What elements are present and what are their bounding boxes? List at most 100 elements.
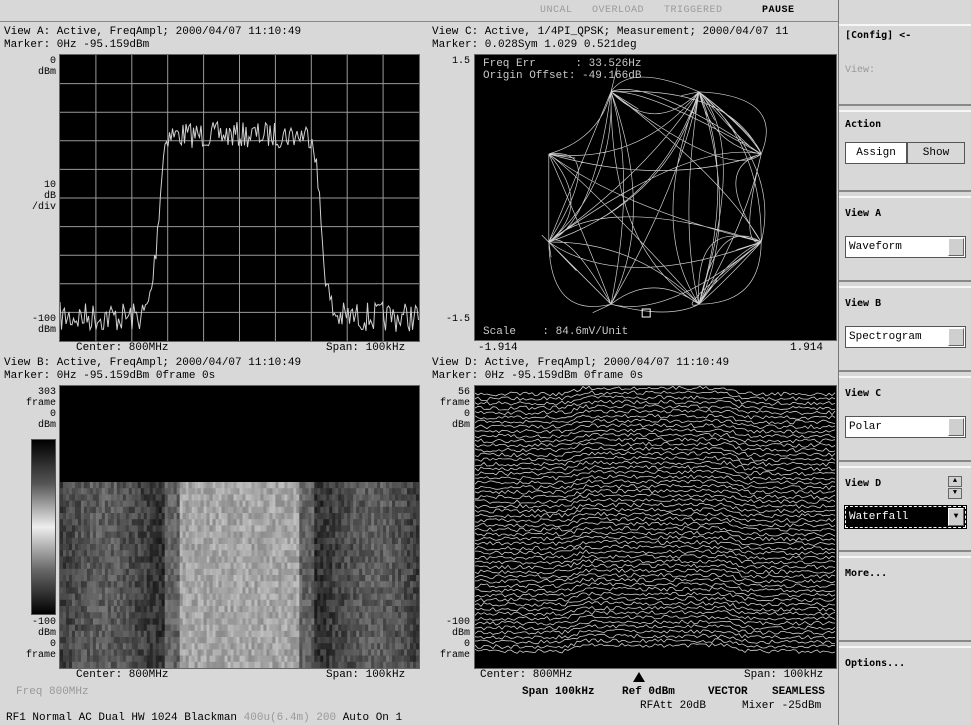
spectrogram-cell [62,562,67,570]
view-d-spin-up-icon[interactable]: ▲ [948,476,962,487]
spectrogram-cell [182,618,186,625]
spectrogram-cell [164,637,169,644]
view-b-spectrogram-plot[interactable] [59,385,420,669]
spectrogram-cell [308,531,312,539]
spectrogram-cell [218,482,222,489]
view-c-select-button[interactable] [948,418,964,436]
spectrogram-cell [368,637,372,644]
view-d-type-select[interactable]: Waterfall ▼ [844,505,967,529]
spectrogram-cell [257,649,261,656]
spectrogram-cell [356,494,360,501]
view-b-type-select[interactable]: Spectrogram [845,326,966,348]
spectrogram-cell [266,587,270,594]
view-d-spin-down-icon[interactable]: ▼ [948,488,962,499]
spectrogram-cell [302,513,306,520]
spectrogram-cell [275,562,279,570]
spectrogram-cell [359,525,363,532]
spectrogram-cell [305,568,309,576]
spectrogram-cell [374,575,378,582]
spectrogram-cell [365,494,369,501]
spectrogram-cell [365,488,369,495]
spectrogram-cell [218,655,222,663]
spectrogram-cell [194,655,198,663]
spectrogram-cell [128,537,133,545]
view-a-ybot: -100 [31,314,56,325]
view-a-type-select[interactable]: Waveform [845,236,966,258]
spectrogram-cell [389,655,393,663]
view-d-frame-bot: 0 [463,639,470,650]
spectrogram-cell [188,506,192,514]
spectrogram-cell [125,494,130,501]
spectrogram-cell [347,544,351,551]
spectrogram-cell [314,519,318,526]
spectrogram-cell [158,637,163,644]
spectrogram-cell [113,630,118,638]
more-button[interactable]: More... [845,568,888,579]
spectrogram-cell [203,575,207,582]
view-a-spectrum-plot[interactable] [59,54,420,342]
spectrogram-cell [311,550,315,557]
spectrogram-cell [101,519,106,526]
spectrogram-cell [68,531,73,539]
spectrogram-cell [290,488,294,495]
spectrogram-cell [233,537,237,545]
spectrogram-cell [71,606,76,613]
view-d-panel[interactable]: View D: Active, FreqAmpl; 2000/04/07 11:… [428,355,838,681]
spectrogram-cell [149,494,154,501]
spectrogram-cell [155,618,160,625]
view-c-type-select[interactable]: Polar [845,416,966,438]
bottom-status-bar: Freq 800MHz Span 100kHz Ref 0dBm VECTOR … [0,682,838,725]
reference-level-readout[interactable]: Ref 0dBm [622,686,675,698]
view-b-select-button[interactable] [948,328,964,346]
spectrogram-cell [245,606,249,613]
config-menu-block[interactable]: [Config] <- View: [839,24,971,106]
show-button[interactable]: Show [907,142,965,164]
spectrogram-cell [284,606,288,613]
spectrogram-cell [200,655,204,663]
spectrogram-cell [329,612,333,619]
view-c-panel[interactable]: View C: Active, 1/4PI_QPSK; Measurement;… [428,24,838,354]
spectrogram-cell [413,587,417,594]
spectrogram-cell [365,482,369,489]
spectrogram-cell [371,550,375,557]
spectrogram-cell [146,606,151,613]
view-a-select-button[interactable] [948,238,964,256]
span-readout[interactable]: Span 100kHz [522,686,595,698]
spectrogram-cell [332,661,336,668]
center-frequency-readout[interactable]: Freq 800MHz [16,686,89,698]
spectrogram-cell [290,643,294,650]
spectrogram-cell [104,488,109,495]
spectrogram-cell [239,581,243,588]
spectrogram-cell [71,624,76,632]
view-b-panel[interactable]: View B: Active, FreqAmpl; 2000/04/07 11:… [0,355,420,681]
spectrogram-cell [242,500,246,508]
spectrogram-cell [245,525,249,532]
spectrogram-cell [338,550,342,557]
spectrogram-cell [284,599,288,607]
options-button[interactable]: Options... [845,658,906,669]
spectrogram-cell [374,587,378,594]
spectrogram-cell [341,488,345,495]
assign-button[interactable]: Assign [845,142,907,164]
view-d-dropdown-arrow-icon[interactable]: ▼ [948,508,964,526]
spectrogram-cell [182,488,186,495]
spectrogram-cell [137,593,142,601]
config-menu-title[interactable]: [Config] <- [845,30,912,41]
spectrogram-cell [413,606,417,613]
overload-indicator: OVERLOAD [592,5,645,16]
spectrogram-cell [191,519,195,526]
spectrogram-cell [401,506,405,514]
view-c-polar-plot[interactable]: Freq Err : 33.526Hz Origin Offset: -49.1… [474,54,837,341]
spectrogram-cell [335,525,339,532]
spectrogram-cell [170,655,174,663]
more-menu-block[interactable]: More... [839,556,971,642]
view-a-panel[interactable]: View A: Active, FreqAmpl; 2000/04/07 11:… [0,24,420,354]
view-d-waterfall-plot[interactable] [474,385,837,669]
spectrogram-cell [347,562,351,570]
spectrogram-cell [413,488,417,495]
spectrogram-cell [275,587,279,594]
spectrogram-cell [278,488,282,495]
spectrogram-cell [230,593,234,601]
options-menu-block[interactable]: Options... [839,646,971,725]
spectrogram-cell [212,513,216,520]
